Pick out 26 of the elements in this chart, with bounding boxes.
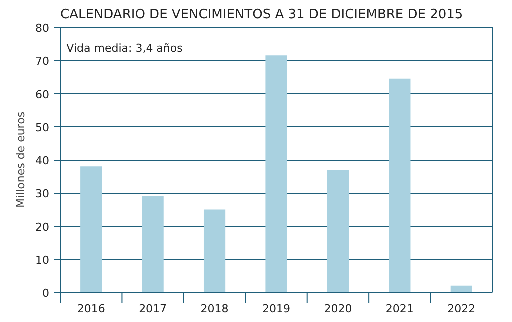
bar <box>450 286 472 292</box>
x-tick-label: 2016 <box>77 302 106 316</box>
x-tick-label: 2020 <box>324 302 352 316</box>
bar <box>389 78 411 292</box>
bar <box>266 56 288 292</box>
x-tick-label: 2022 <box>448 302 476 316</box>
y-tick-label: 40 <box>36 154 50 168</box>
y-tick-label: 10 <box>36 254 50 267</box>
chart-title: CALENDARIO DE VENCIMIENTOS A 31 DE DICIEMBRE DE 2015 <box>60 8 464 22</box>
bar <box>327 170 350 292</box>
bar <box>142 196 164 292</box>
y-tick-label: 30 <box>36 188 50 201</box>
x-tick-label: 2019 <box>262 302 291 316</box>
y-tick-label: 80 <box>36 22 50 35</box>
y-tick-label: 70 <box>36 55 50 68</box>
x-tick-label: 2017 <box>139 302 168 316</box>
y-axis-title: Millones de euros <box>14 112 28 208</box>
y-tick-label: 60 <box>36 88 50 102</box>
y-tick-label: 50 <box>36 121 50 134</box>
bar <box>204 210 226 292</box>
x-tick-label: 2018 <box>200 302 229 316</box>
annotation: Vida media: 3,4 años <box>66 42 184 56</box>
x-tick-label: 2021 <box>386 302 414 316</box>
y-tick-label: 20 <box>36 220 50 234</box>
bar <box>80 166 102 292</box>
y-tick-label: 0 <box>42 287 50 300</box>
